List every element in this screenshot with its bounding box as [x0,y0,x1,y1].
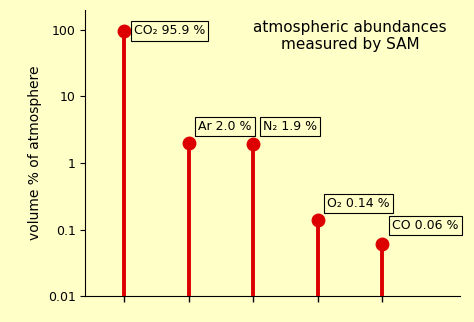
Text: atmospheric abundances
measured by SAM: atmospheric abundances measured by SAM [253,20,447,52]
Text: O₂ 0.14 %: O₂ 0.14 % [328,197,390,210]
Text: CO 0.06 %: CO 0.06 % [392,219,458,232]
Text: Ar 2.0 %: Ar 2.0 % [198,120,252,133]
Y-axis label: volume % of atmosphere: volume % of atmosphere [28,66,42,240]
Text: CO₂ 95.9 %: CO₂ 95.9 % [134,24,205,37]
Text: N₂ 1.9 %: N₂ 1.9 % [263,120,317,133]
